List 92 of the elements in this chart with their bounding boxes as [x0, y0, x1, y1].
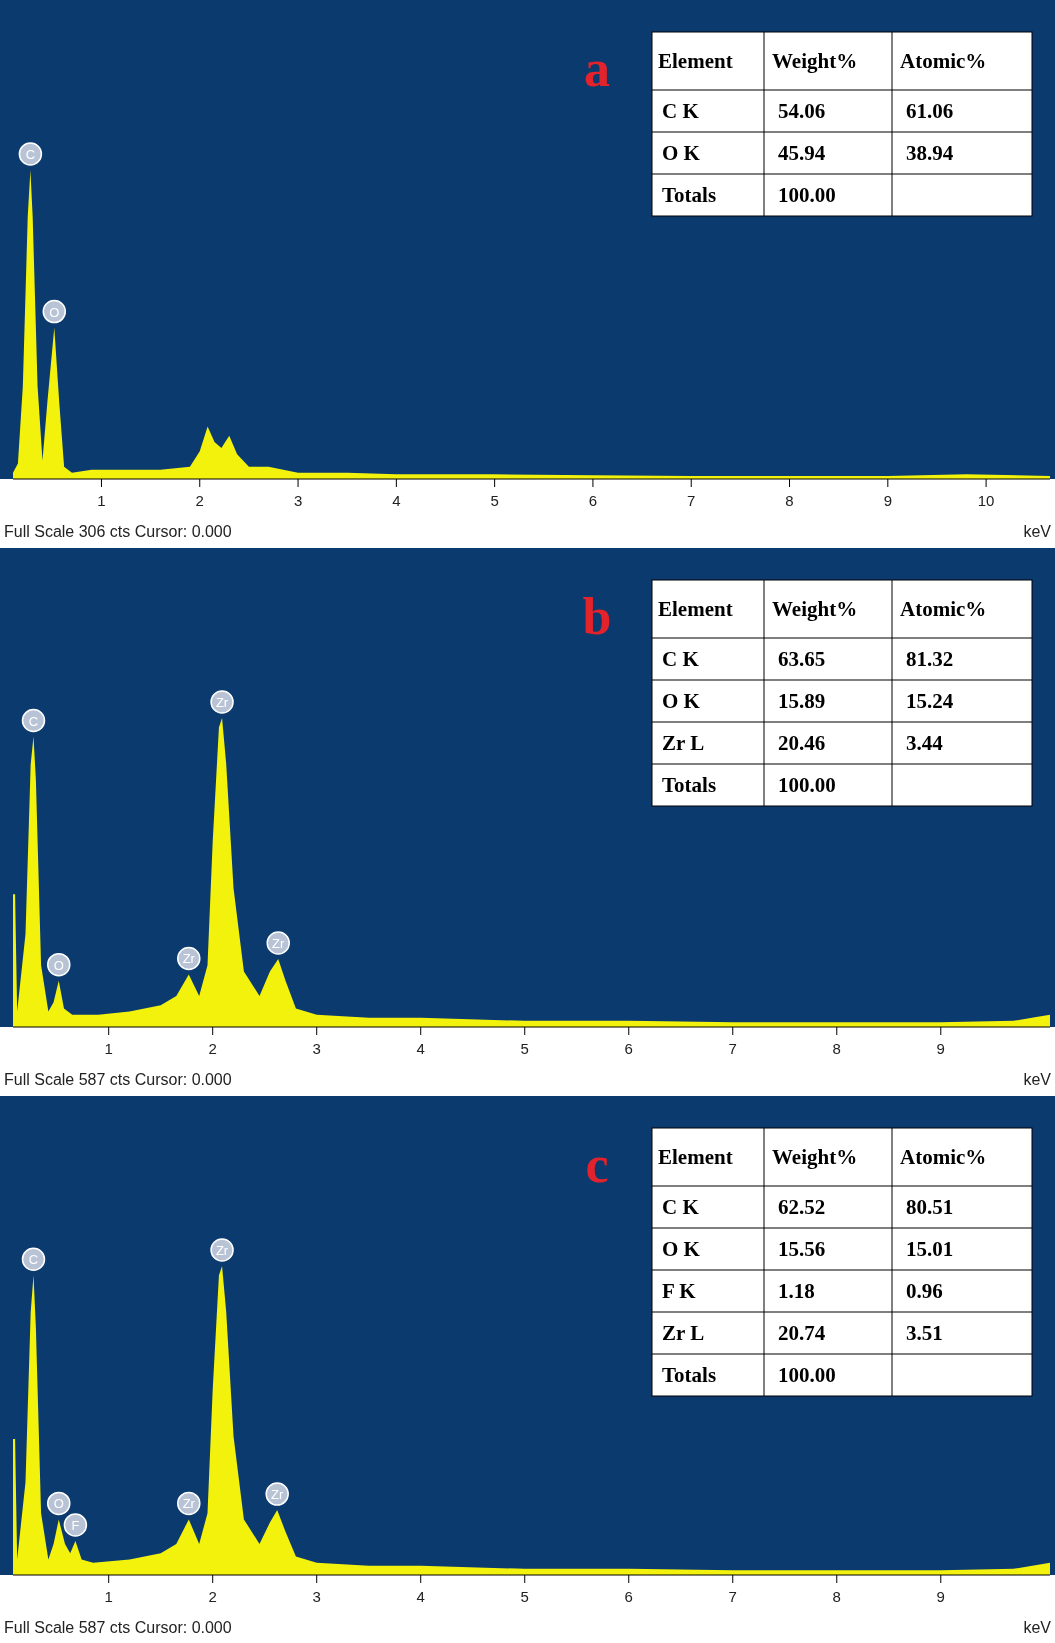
data-label: 81.32: [906, 647, 954, 671]
data-label: 63.65: [778, 647, 826, 671]
category-label: Totals: [662, 183, 717, 207]
x-tick-label: 8: [832, 1588, 841, 1605]
chart-title: c: [585, 1136, 609, 1193]
x-tick-label: 2: [195, 492, 204, 509]
x-tick-label: 4: [392, 492, 401, 509]
annotation: O: [53, 957, 64, 973]
x-tick-label: 1: [104, 1040, 113, 1057]
data-label: 15.56: [778, 1237, 826, 1261]
series-label: Weight%: [772, 1145, 858, 1169]
data-label: 45.94: [778, 141, 826, 165]
x-tick-label: 9: [936, 1588, 945, 1605]
data-label: 3.44: [906, 731, 944, 755]
data-label: 80.51: [906, 1195, 954, 1219]
x-axis-title: keV: [1023, 523, 1052, 540]
x-tick-label: 5: [520, 1040, 529, 1057]
x-tick-label: 7: [687, 492, 696, 509]
annotation: Zr: [182, 951, 196, 967]
annotation: O: [49, 304, 60, 320]
category-label: Zr L: [662, 1321, 705, 1345]
x-tick-label: 4: [416, 1040, 425, 1057]
category-label: C K: [662, 99, 700, 123]
x-tick-label: 5: [520, 1588, 529, 1605]
category-label: Totals: [662, 773, 717, 797]
annotation: Zr: [182, 1496, 196, 1512]
annotation: C: [28, 1252, 39, 1268]
x-tick-label: 4: [416, 1588, 425, 1605]
text: Full Scale 587 cts Cursor: 0.000: [4, 1619, 232, 1636]
data-label: 100.00: [778, 1363, 836, 1387]
x-tick-label: 2: [208, 1040, 217, 1057]
series-label: Weight%: [772, 49, 858, 73]
text: Full Scale 587 cts Cursor: 0.000: [4, 1071, 232, 1088]
legend-label: Atomic%: [900, 597, 987, 621]
annotation: Zr: [272, 936, 286, 952]
data-label: 100.00: [778, 183, 836, 207]
data-label: 62.52: [778, 1195, 826, 1219]
chart-title: b: [582, 588, 612, 645]
legend-title: Element: [658, 597, 733, 621]
data-label: 54.06: [778, 99, 826, 123]
data-label: 20.74: [778, 1321, 826, 1345]
annotation: C: [28, 713, 39, 729]
annotation: F: [71, 1518, 80, 1534]
x-tick-label: 3: [312, 1040, 321, 1057]
x-tick-label: 7: [728, 1588, 737, 1605]
x-tick-label: 9: [936, 1040, 945, 1057]
category-label: O K: [662, 1237, 701, 1261]
annotation: O: [53, 1496, 64, 1512]
series-label: Weight%: [772, 597, 858, 621]
x-axis-title: keV: [1023, 1071, 1052, 1088]
x-tick-label: 8: [832, 1040, 841, 1057]
text: Full Scale 306 cts Cursor: 0.000: [4, 523, 232, 540]
category-label: F K: [662, 1279, 697, 1303]
data-label: 15.01: [906, 1237, 954, 1261]
x-tick-label: 6: [624, 1040, 633, 1057]
data-label: 20.46: [778, 731, 826, 755]
legend-label: Atomic%: [900, 1145, 987, 1169]
data-label: 15.89: [778, 689, 826, 713]
legend-title: Element: [658, 1145, 733, 1169]
x-tick-label: 6: [624, 1588, 633, 1605]
annotation: Zr: [215, 695, 229, 710]
annotation: Zr: [215, 1243, 229, 1258]
data-label: 1.18: [778, 1279, 815, 1303]
legend-label: Atomic%: [900, 49, 987, 73]
x-axis-title: keV: [1023, 1619, 1052, 1636]
category-label: Zr L: [662, 731, 705, 755]
data-label: 0.96: [906, 1279, 943, 1303]
x-tick-label: 2: [208, 1588, 217, 1605]
x-tick-label: 3: [293, 492, 303, 509]
x-tick-label: 5: [490, 492, 499, 509]
category-label: O K: [662, 141, 701, 165]
x-tick-label: 7: [728, 1040, 737, 1057]
annotation: Zr: [271, 1487, 284, 1503]
data-label: 61.06: [906, 99, 954, 123]
data-label: 100.00: [778, 773, 836, 797]
x-tick-label: 1: [97, 492, 106, 509]
data-label: 38.94: [906, 141, 954, 165]
category-label: O K: [662, 689, 701, 713]
x-tick-label: 1: [104, 1588, 113, 1605]
x-tick-label: 6: [588, 492, 598, 509]
data-label: 15.24: [906, 689, 954, 713]
x-tick-label: 3: [312, 1588, 321, 1605]
category-label: Totals: [662, 1363, 717, 1387]
legend-title: Element: [658, 49, 733, 73]
category-label: C K: [662, 647, 700, 671]
chart-title: a: [584, 40, 610, 97]
category-label: C K: [662, 1195, 700, 1219]
x-tick-label: 8: [785, 492, 794, 509]
annotation: C: [25, 147, 36, 162]
x-tick-label: 10: [977, 492, 995, 509]
x-tick-label: 9: [883, 492, 892, 509]
data-label: 3.51: [906, 1321, 943, 1345]
